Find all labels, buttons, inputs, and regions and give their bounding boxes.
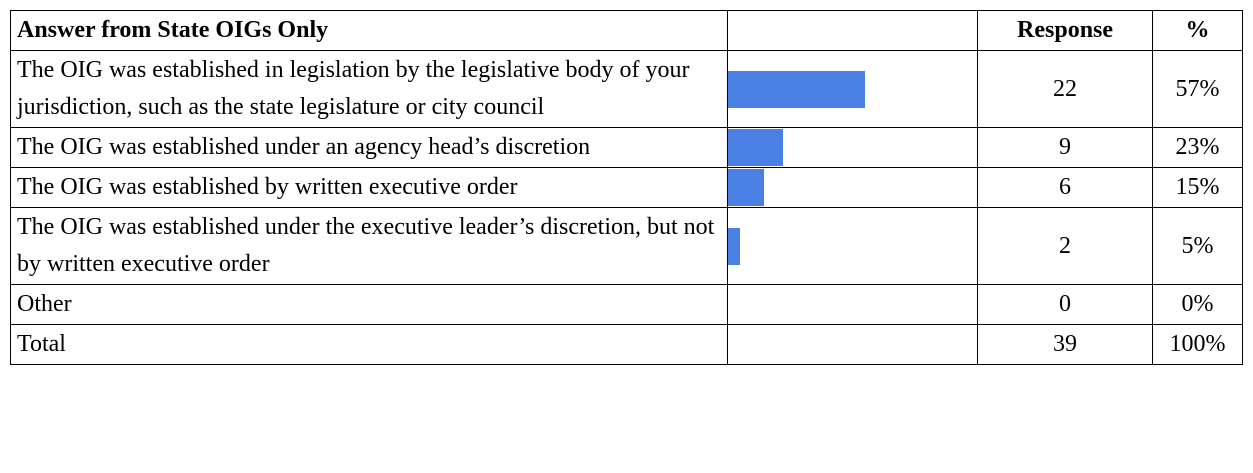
percent-cell: 15% [1152,167,1243,208]
header-response: Response [977,10,1153,51]
answer-cell: Other [9,284,729,325]
bar [728,227,741,265]
percent-cell: 23% [1152,127,1243,168]
bar-cell [727,50,979,128]
header-answer: Answer from State OIGs Only [9,10,729,51]
response-cell: 22 [977,50,1153,128]
table-row: Total 39 100% [9,324,1243,365]
bar-cell [727,207,979,285]
results-table: Answer from State OIGs Only Response % T… [9,10,1243,365]
percent-cell: 0% [1152,284,1243,325]
header-row: Answer from State OIGs Only Response % [9,10,1243,51]
response-cell: 39 [977,324,1153,365]
table-body: The OIG was established in legislation b… [9,50,1243,365]
response-cell: 6 [977,167,1153,208]
header-bar [727,10,979,51]
percent-cell: 100% [1152,324,1243,365]
response-cell: 9 [977,127,1153,168]
answer-cell: The OIG was established by written execu… [9,167,729,208]
answer-cell: The OIG was established under an agency … [9,127,729,168]
table-row: The OIG was established under the execut… [9,207,1243,285]
bar-cell [727,284,979,325]
table-row: The OIG was established by written execu… [9,167,1243,208]
answer-cell: The OIG was established in legislation b… [9,50,729,128]
bar [728,169,765,206]
bar-cell [727,324,979,365]
percent-cell: 5% [1152,207,1243,285]
table-row: The OIG was established under an agency … [9,127,1243,168]
bar-cell [727,127,979,168]
response-cell: 0 [977,284,1153,325]
table-row: Other 0 0% [9,284,1243,325]
header-percent: % [1152,10,1243,51]
bar [728,70,866,108]
answer-cell: The OIG was established under the execut… [9,207,729,285]
answer-cell: Total [9,324,729,365]
bar-cell [727,167,979,208]
table-row: The OIG was established in legislation b… [9,50,1243,128]
response-cell: 2 [977,207,1153,285]
bar [728,129,784,166]
percent-cell: 57% [1152,50,1243,128]
